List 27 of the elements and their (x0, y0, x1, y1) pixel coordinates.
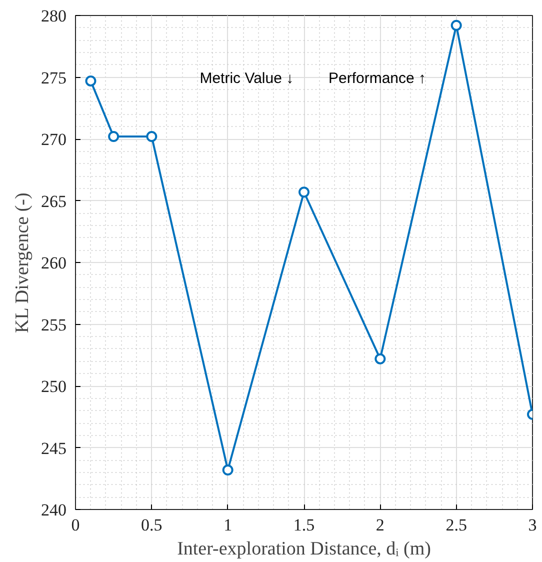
x-tick-label: 2.5 (446, 516, 467, 534)
x-tick-label: 0 (71, 516, 80, 534)
point (146, 131, 158, 142)
annotation: Performance ↑ (328, 70, 426, 88)
y-tick-label: 280 (41, 6, 66, 26)
point (222, 464, 234, 476)
point (298, 186, 310, 198)
point (450, 20, 462, 31)
point (108, 131, 120, 142)
y-tick-label: 245 (41, 438, 66, 458)
x-tick-label: 2 (376, 516, 384, 534)
x-tick-label: 3 (528, 516, 537, 534)
x-axis-title: Inter-exploration Distance, dᵢ (m) (177, 538, 431, 560)
y-tick-label: 240 (41, 500, 66, 520)
x-tick-label: 1.5 (293, 516, 315, 534)
y-tick-label: 260 (41, 254, 66, 272)
y-tick-label: 250 (41, 377, 66, 396)
point (374, 353, 386, 364)
y-tick-label: 265 (41, 192, 66, 211)
y-tick-label: 275 (41, 68, 66, 88)
x-tick-label: 0.5 (141, 516, 162, 534)
x-tick-label: 1 (224, 516, 232, 534)
annotation: Metric Value ↓ (200, 70, 294, 88)
y-axis-title: KL Divergence (-) (12, 192, 33, 334)
y-tick-label: 270 (41, 130, 66, 149)
point (85, 75, 96, 86)
y-tick-label: 255 (41, 315, 66, 334)
